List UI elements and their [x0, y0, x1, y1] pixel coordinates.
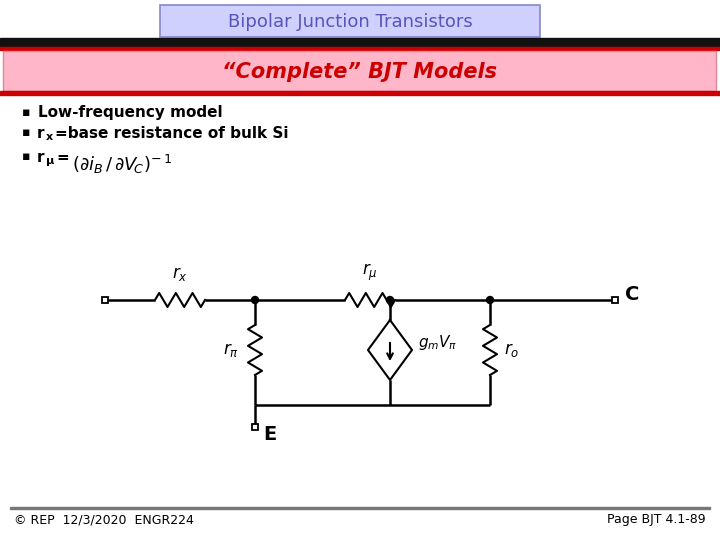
FancyBboxPatch shape	[160, 5, 540, 37]
Bar	[3, 51, 716, 91]
Bar	[0, 47, 720, 50]
Polygon shape	[368, 320, 412, 380]
Bar	[0, 91, 720, 95]
Text: x: x	[46, 132, 53, 141]
Text: “Complete” BJT Models: “Complete” BJT Models	[222, 62, 498, 82]
Text: μ: μ	[46, 156, 54, 165]
Bar	[102, 297, 108, 303]
Bar	[252, 424, 258, 430]
Text: © REP  12/3/2020  ENGR224: © REP 12/3/2020 ENGR224	[14, 514, 194, 526]
Text: =base resistance of bulk Si: =base resistance of bulk Si	[55, 125, 289, 140]
Circle shape	[487, 296, 493, 303]
Text: $r_\mu$: $r_\mu$	[362, 262, 378, 283]
Text: =: =	[56, 150, 68, 165]
Bar	[612, 297, 618, 303]
Bar	[0, 38, 720, 47]
Text: C: C	[625, 286, 639, 305]
Text: $g_m V_\pi$: $g_m V_\pi$	[418, 333, 457, 352]
Text: $r_\pi$: $r_\pi$	[223, 341, 239, 359]
Text: ▪: ▪	[22, 126, 30, 139]
Text: Low-frequency model: Low-frequency model	[38, 105, 222, 119]
Text: Page BJT 4.1-89: Page BJT 4.1-89	[608, 514, 706, 526]
Text: ▪: ▪	[22, 105, 30, 118]
Circle shape	[387, 296, 394, 303]
Text: $r_x$: $r_x$	[172, 265, 188, 283]
Circle shape	[251, 296, 258, 303]
Text: $r_o$: $r_o$	[504, 341, 519, 359]
Text: ▪: ▪	[22, 151, 30, 164]
Text: Bipolar Junction Transistors: Bipolar Junction Transistors	[228, 13, 472, 31]
Text: r: r	[37, 150, 45, 165]
Text: $\left(\partial i_B\,/\,\partial V_{\!C}\right)^{\!-1}$: $\left(\partial i_B\,/\,\partial V_{\!C}…	[72, 152, 173, 176]
Bar	[10, 507, 710, 509]
Text: r: r	[37, 125, 45, 140]
Text: E: E	[263, 426, 276, 444]
